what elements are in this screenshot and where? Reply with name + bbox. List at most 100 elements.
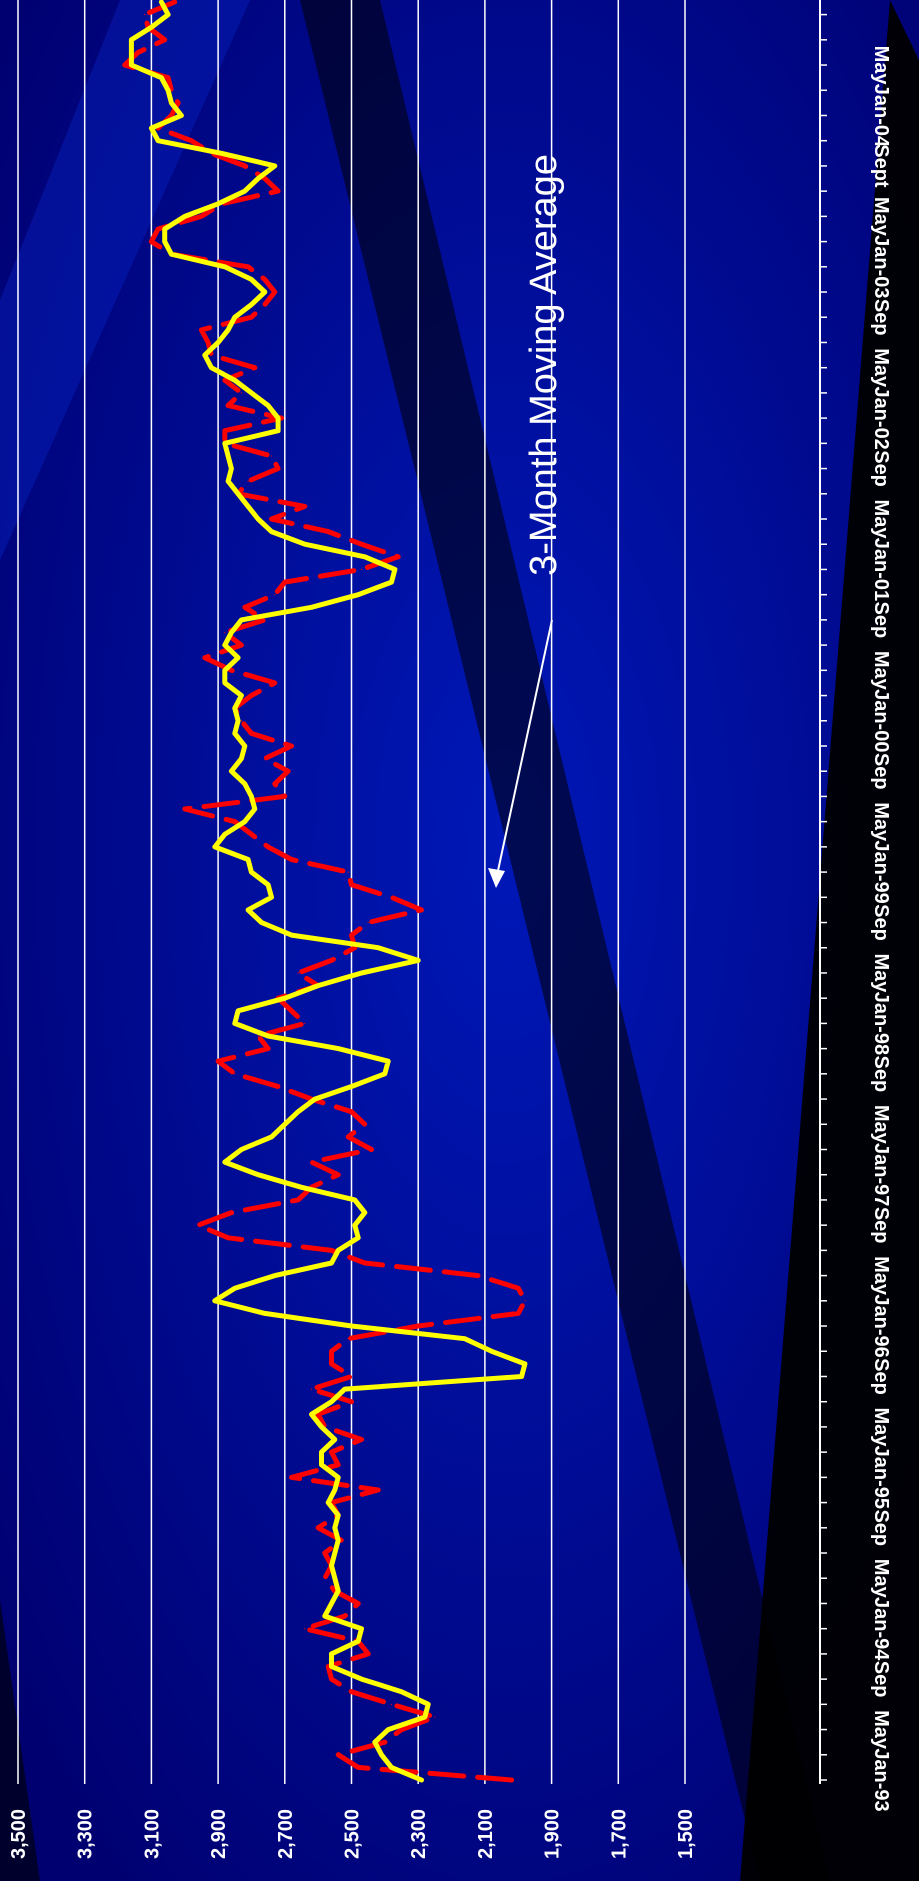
- data-point: [330, 959, 333, 961]
- time-tick-label: May: [870, 1105, 892, 1145]
- time-tick-label: Jan-97: [870, 1143, 892, 1206]
- value-tick-label: 2,700: [275, 1809, 297, 1859]
- data-point: [184, 215, 186, 217]
- data-point: [234, 316, 236, 318]
- data-point: [277, 417, 279, 419]
- data-point: [224, 442, 226, 444]
- data-point: [290, 858, 293, 861]
- data-point: [360, 1438, 363, 1441]
- data-point: [174, 1, 176, 3]
- data-point: [337, 1754, 339, 1756]
- data-point: [354, 1224, 356, 1226]
- data-point: [337, 1174, 339, 1176]
- data-point: [204, 657, 206, 659]
- data-point: [167, 77, 169, 79]
- data-point: [290, 934, 293, 936]
- data-point: [417, 959, 419, 961]
- data-point: [364, 1262, 366, 1264]
- data-point: [130, 39, 132, 41]
- time-tick-label: May: [870, 1559, 892, 1599]
- data-point: [210, 354, 213, 356]
- data-point: [324, 1615, 326, 1617]
- data-point: [254, 367, 256, 369]
- data-point: [164, 240, 166, 243]
- data-point: [330, 1451, 333, 1453]
- data-point: [304, 543, 306, 545]
- data-point: [324, 1577, 326, 1579]
- data-point: [250, 278, 253, 281]
- data-point: [190, 140, 193, 142]
- data-point: [377, 1489, 379, 1491]
- data-point: [250, 795, 253, 798]
- data-point: [357, 1640, 359, 1642]
- data-point: [244, 165, 246, 167]
- data-point: [200, 215, 203, 217]
- data-point: [237, 493, 239, 495]
- data-point: [310, 1413, 313, 1415]
- plot-area: Jan-93MaySepJan-94MaySepJan-95MaySepJan-…: [8, 0, 892, 1859]
- data-point: [337, 1464, 339, 1466]
- data-point: [274, 291, 276, 293]
- data-point: [344, 1388, 346, 1390]
- data-point: [250, 871, 253, 873]
- value-tick-label: 3,100: [141, 1809, 163, 1859]
- data-point: [390, 1703, 393, 1705]
- time-tick-label: May: [870, 802, 892, 842]
- data-point: [424, 1716, 426, 1718]
- data-point: [320, 1464, 323, 1466]
- data-point: [387, 1060, 389, 1062]
- data-point: [240, 392, 243, 394]
- data-point: [244, 745, 246, 747]
- data-point: [167, 14, 169, 16]
- data-point: [357, 594, 359, 596]
- time-tick-label: Jan-00: [870, 689, 892, 752]
- data-point: [214, 846, 216, 848]
- time-tick-label: Sep: [870, 602, 892, 639]
- value-tick-label: 2,500: [342, 1809, 364, 1859]
- data-point: [400, 1728, 403, 1731]
- data-point: [250, 392, 253, 394]
- data-point: [234, 1073, 236, 1075]
- moving-average-series: [128, 0, 528, 1783]
- data-point: [177, 102, 179, 104]
- data-point: [247, 266, 249, 268]
- data-point: [270, 455, 273, 457]
- data-point: [267, 1048, 269, 1050]
- time-tick-label: Jan-95: [870, 1446, 892, 1509]
- data-point: [220, 152, 223, 154]
- data-point: [330, 1350, 333, 1352]
- data-point: [170, 102, 173, 104]
- data-point: [360, 1628, 363, 1630]
- time-tick-label: Jan-01: [870, 538, 892, 601]
- time-tick-label: May: [870, 651, 892, 691]
- time-tick-label: Sep: [870, 1661, 892, 1698]
- data-point: [330, 1602, 333, 1605]
- time-axis-labels: Jan-93MaySepJan-94MaySepJan-95MaySepJan-…: [870, 46, 892, 1812]
- data-point: [250, 304, 253, 306]
- data-point: [164, 39, 166, 41]
- data-point: [130, 64, 132, 66]
- data-point: [234, 707, 236, 709]
- data-point: [400, 1691, 403, 1693]
- data-point: [250, 833, 253, 835]
- data-point: [284, 581, 286, 583]
- data-point: [334, 1552, 336, 1554]
- moving-average-line: [128, 0, 528, 1783]
- data-point: [234, 1287, 236, 1289]
- data-point: [384, 1741, 386, 1743]
- time-tick-label: Jan-03: [870, 235, 892, 298]
- time-tick-label: Jan-94: [870, 1597, 892, 1661]
- annotation-arrowhead: [488, 868, 505, 888]
- data-point: [290, 745, 293, 747]
- data-point: [434, 1716, 436, 1718]
- data-point: [197, 1224, 199, 1226]
- data-point: [374, 1741, 376, 1743]
- data-point: [224, 669, 226, 671]
- data-point: [157, 228, 159, 230]
- data-point: [350, 884, 353, 886]
- data-point: [207, 341, 209, 344]
- data-point: [267, 1035, 269, 1037]
- data-point: [240, 644, 243, 646]
- time-tick-label: Jan-99: [870, 840, 892, 903]
- time-tick-label: May: [870, 500, 892, 540]
